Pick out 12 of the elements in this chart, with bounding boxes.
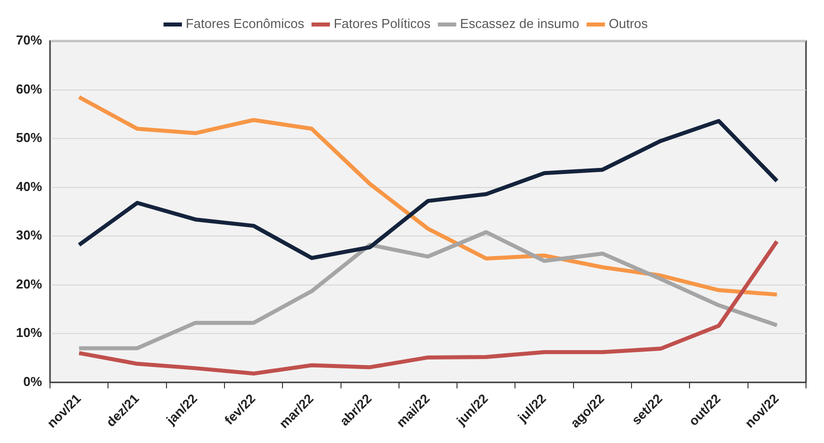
y-tick-label: 40% bbox=[16, 178, 42, 194]
legend-label: Fatores Políticos bbox=[334, 16, 432, 32]
y-tick-label: 10% bbox=[16, 325, 42, 340]
legend-label: Outros bbox=[608, 16, 648, 32]
legend-label: Fatores Econômicos bbox=[186, 16, 305, 32]
y-tick-label: 70% bbox=[16, 32, 42, 48]
y-tick-label: 60% bbox=[16, 81, 42, 96]
y-tick-label: 30% bbox=[16, 228, 42, 243]
y-tick-label: 0% bbox=[23, 374, 42, 389]
y-tick-label: 50% bbox=[16, 130, 42, 146]
legend-label: Escassez de insumo bbox=[460, 16, 580, 32]
y-tick-label: 20% bbox=[16, 276, 42, 292]
